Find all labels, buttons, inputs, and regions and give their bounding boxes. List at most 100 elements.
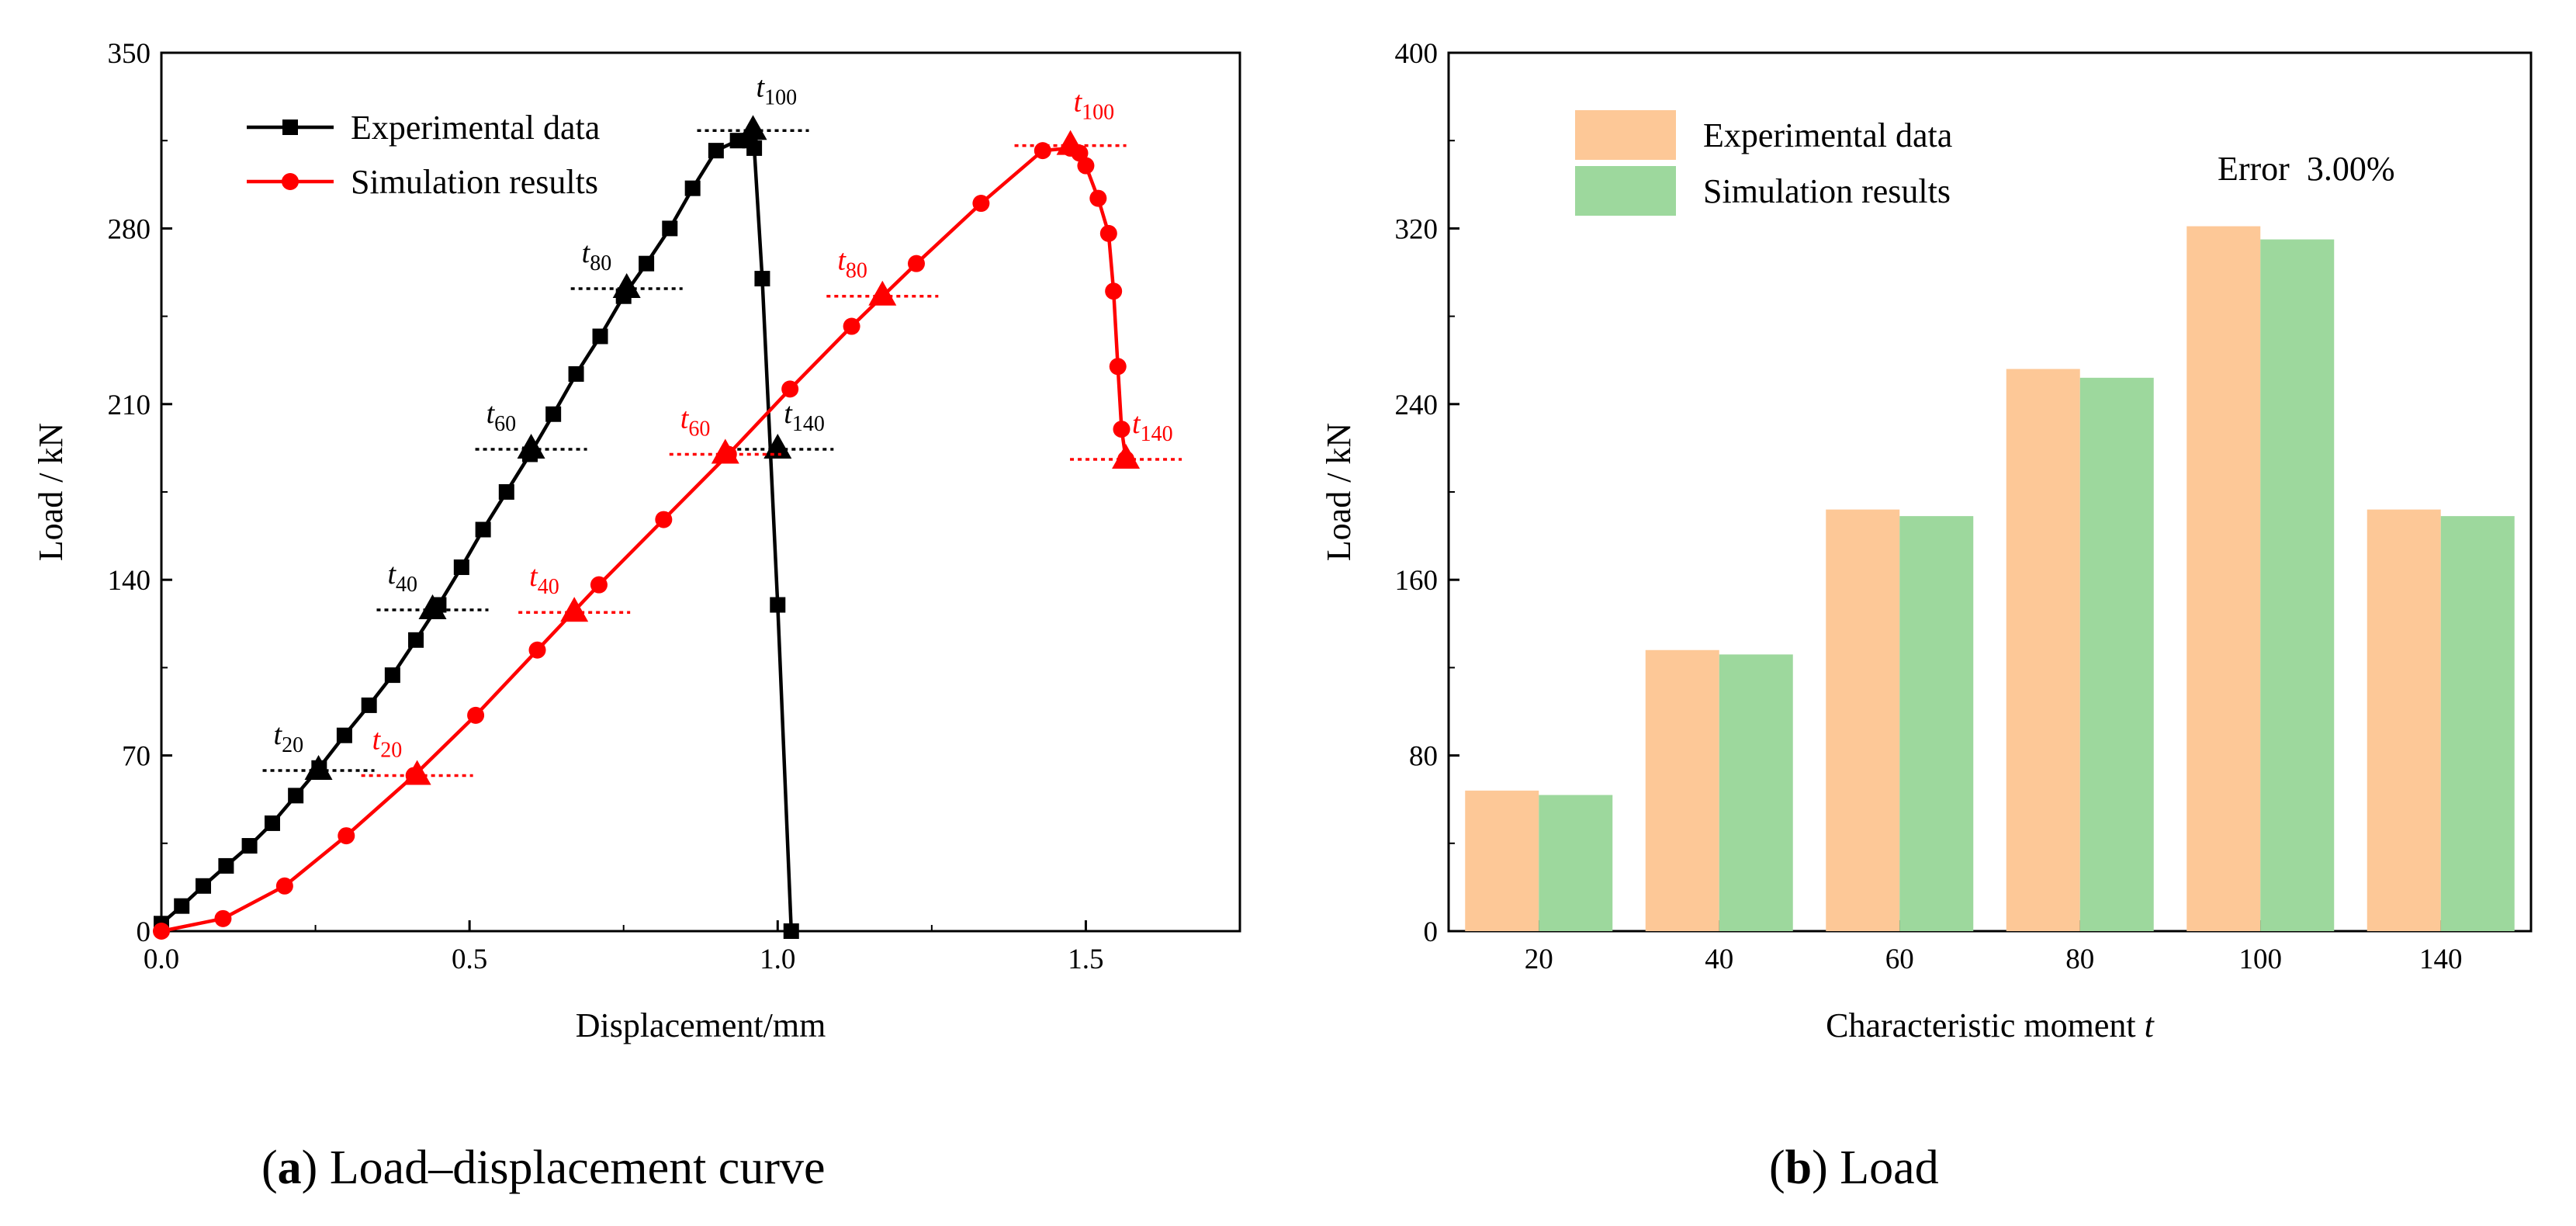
data-point — [1089, 189, 1107, 207]
bar-experimental — [1645, 649, 1719, 931]
caption-b: (b) Load — [1769, 1141, 1939, 1194]
data-point — [196, 878, 212, 894]
data-point — [174, 898, 190, 914]
y-tick-label-b: 80 — [1409, 741, 1438, 773]
data-point — [453, 559, 469, 576]
characteristic-label: t100 — [1074, 86, 1115, 125]
load-displacement-chart: 0 70 140 210 280 350 0.0 0.5 1.0 1.5 Displacement/… — [32, 38, 1241, 1044]
characteristic-marker — [403, 760, 431, 785]
x-tick-label-b: 100 — [2239, 944, 2283, 975]
data-point — [1105, 282, 1123, 300]
x-tick-label-b: 40 — [1705, 944, 1733, 975]
data-point — [592, 328, 608, 345]
series-simulation: t20 t40 t60 t80 t100 t140 — [153, 86, 1182, 940]
data-point — [972, 195, 990, 213]
data-point — [590, 576, 608, 594]
data-point — [241, 838, 258, 854]
bar-simulation — [1539, 795, 1613, 931]
x-tick-label-a: 1.5 — [1068, 944, 1103, 975]
bar-simulation — [2260, 239, 2335, 931]
x-axis-label-a: Displacement/mm — [576, 1006, 826, 1044]
data-point — [908, 255, 925, 272]
data-point — [214, 909, 232, 927]
bar-simulation — [1719, 654, 1793, 931]
data-point — [662, 220, 678, 237]
characteristic-marker — [418, 594, 447, 620]
legend-label: Simulation results — [351, 163, 598, 201]
x-tick-label-b: 80 — [2065, 944, 2094, 975]
characteristic-marker — [560, 597, 589, 622]
characteristic-label: t80 — [582, 237, 612, 275]
data-point — [264, 815, 280, 831]
y-tick-label-b: 320 — [1395, 213, 1439, 245]
bar-experimental — [1465, 790, 1539, 931]
characteristic-label: t60 — [486, 397, 517, 436]
legend-marker — [282, 173, 299, 190]
data-point — [153, 923, 170, 940]
data-point — [781, 380, 799, 398]
data-point — [338, 827, 355, 845]
characteristic-marker — [612, 273, 641, 299]
legend-label: Experimental data — [1703, 116, 1952, 154]
data-point — [783, 923, 799, 939]
data-point — [746, 140, 763, 156]
y-tick-label-a: 280 — [108, 213, 151, 245]
bar-simulation — [2440, 516, 2515, 931]
x-tick-label-b: 60 — [1885, 944, 1914, 975]
data-point — [498, 484, 514, 500]
characteristic-label: t140 — [1132, 407, 1173, 446]
caption-b-text: Load — [1827, 1141, 1939, 1194]
data-point — [1099, 224, 1117, 242]
bar-simulation — [2079, 377, 2154, 932]
bar-experimental — [1826, 509, 1900, 931]
caption-a-text: Load–displacement curve — [317, 1141, 826, 1194]
data-point — [770, 597, 786, 613]
y-axis-label-a: Load / kN — [32, 423, 70, 561]
characteristic-marker — [304, 755, 333, 781]
caption-a: (a) Load–displacement curve — [261, 1141, 826, 1194]
y-tick-label-a: 70 — [122, 741, 151, 773]
data-point — [384, 667, 400, 684]
characteristic-label: t40 — [387, 558, 417, 597]
x-tick-label-a: 0.5 — [452, 944, 487, 975]
legend-swatch — [1575, 110, 1676, 160]
data-point — [1113, 421, 1130, 438]
data-point — [288, 788, 304, 804]
data-point — [361, 697, 377, 713]
characteristic-label: t60 — [680, 402, 711, 441]
x-axis-label-b: Characteristic moment t — [1826, 1006, 2155, 1044]
y-tick-label-a: 0 — [137, 916, 151, 948]
x-tick-label-a: 1.0 — [760, 944, 795, 975]
legend-label: Experimental data — [351, 109, 600, 147]
bar-experimental — [2367, 509, 2441, 931]
legend-a: Experimental data Simulation results — [247, 109, 600, 201]
data-point — [843, 317, 860, 335]
bar-experimental — [2006, 369, 2080, 931]
data-point — [655, 511, 673, 528]
y-tick-label-a: 350 — [108, 38, 151, 70]
bar-experimental — [2186, 226, 2261, 931]
characteristic-label: t20 — [274, 719, 304, 757]
characteristic-label: t100 — [757, 71, 798, 109]
legend-b: Experimental data Simulation results — [1575, 110, 1952, 216]
plot-frame-a — [160, 51, 1241, 933]
characteristic-marker — [517, 434, 545, 459]
characteristic-marker — [1056, 130, 1085, 155]
characteristic-marker — [763, 434, 792, 459]
data-point — [684, 180, 701, 196]
x-tick-label-b: 140 — [2419, 944, 2463, 975]
legend-swatch — [1575, 166, 1676, 216]
data-point — [475, 521, 491, 538]
y-tick-label-b: 400 — [1395, 38, 1439, 70]
y-tick-label-b: 160 — [1395, 565, 1439, 597]
data-point — [336, 727, 352, 743]
caption-b-letter: b — [1785, 1141, 1813, 1194]
data-point — [639, 255, 655, 272]
data-point — [467, 706, 485, 724]
characteristic-marker — [711, 438, 739, 464]
data-point — [275, 877, 293, 895]
load-bar-chart: 0 80 160 240 320 400 20 40 60 80 100 140 Characteris… — [1320, 38, 2533, 1044]
legend-label: Simulation results — [1703, 172, 1951, 210]
y-tick-label-a: 210 — [108, 390, 151, 421]
